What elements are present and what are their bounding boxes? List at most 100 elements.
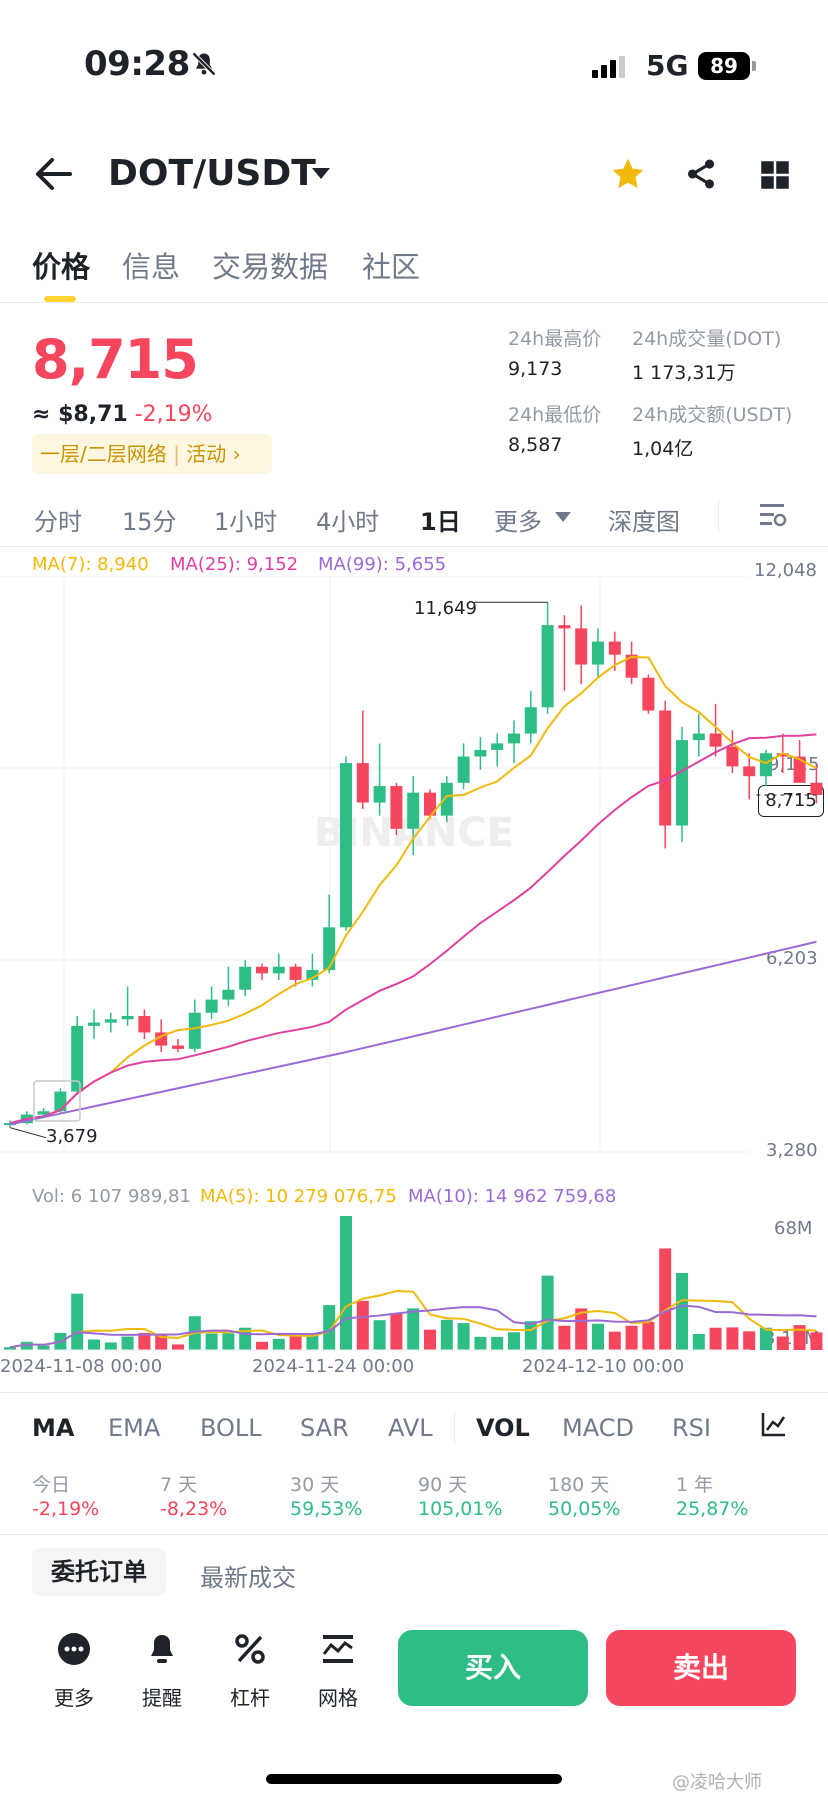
candle-body: [256, 966, 268, 974]
candle: [256, 963, 268, 980]
interval-15m[interactable]: 15分: [122, 508, 177, 536]
chart-markers: [9, 601, 817, 1139]
volume-ma10-line: [9, 1304, 817, 1349]
volume-bar: [172, 1344, 184, 1350]
interval-timeline[interactable]: 分时: [34, 508, 82, 536]
volume-bar: [256, 1341, 268, 1350]
candle: [407, 776, 420, 856]
depth-chart-tab[interactable]: 深度图: [608, 508, 680, 536]
perf-label-90d: 90 天: [418, 1474, 468, 1496]
grid-trading-button[interactable]: 网格: [298, 1620, 378, 1720]
candle-body: [541, 625, 554, 708]
volume-bar: [709, 1327, 722, 1350]
bell-muted-icon: [192, 52, 216, 76]
volume-bar: [373, 1320, 386, 1350]
indicator-rsi[interactable]: RSI: [672, 1414, 711, 1442]
bell-icon: [151, 1635, 173, 1663]
volume-bar: [743, 1331, 756, 1350]
interval-1h[interactable]: 1小时: [214, 508, 278, 536]
low-marker-line: [9, 1127, 47, 1139]
volume-ma10-legend: MA(10): 14 962 759,68: [408, 1186, 617, 1207]
indicator-ma[interactable]: MA: [32, 1414, 75, 1442]
category-tag[interactable]: 一层/二层网络 | 活动 ›: [32, 434, 272, 474]
volume-bar: [440, 1319, 453, 1350]
candle-body: [642, 677, 655, 711]
candle-body: [676, 740, 688, 826]
candle-body: [558, 625, 571, 629]
tab-trading-data[interactable]: 交易数据: [212, 250, 329, 284]
volume-bar: [608, 1331, 621, 1350]
indicator-ema[interactable]: EMA: [108, 1414, 161, 1442]
candle-body: [659, 710, 672, 826]
percent-icon: [235, 1634, 265, 1664]
sell-button[interactable]: 卖出: [606, 1630, 796, 1706]
indicator-sar[interactable]: SAR: [300, 1414, 349, 1442]
author-watermark: @凌哈大师: [672, 1772, 762, 1793]
more-button[interactable]: 更多: [34, 1620, 114, 1720]
volume-bar: [491, 1336, 504, 1350]
stat-low-label: 24h最低价: [508, 404, 602, 426]
interval-1d[interactable]: 1日: [420, 508, 461, 536]
indicator-avl[interactable]: AVL: [388, 1414, 433, 1442]
candle-body: [776, 753, 789, 757]
stat-high-label: 24h最高价: [508, 328, 602, 350]
candle-body: [726, 746, 739, 767]
cellular-signal-icon: [592, 56, 628, 78]
volume-bar: [323, 1305, 336, 1350]
volume-bar: [272, 1338, 285, 1350]
volume-bar: [776, 1336, 789, 1350]
caret-down-icon: [555, 512, 571, 522]
volume-bar: [642, 1321, 655, 1350]
candle-body: [424, 792, 436, 816]
divider: [718, 500, 719, 534]
share-icon[interactable]: [684, 156, 718, 192]
trading-pair-title[interactable]: DOT/USDT: [108, 153, 316, 194]
candlestick-chart[interactable]: BINANCE: [0, 576, 828, 1160]
indicator-vol[interactable]: VOL: [476, 1414, 530, 1442]
interval-4h[interactable]: 4小时: [316, 508, 380, 536]
candle: [709, 703, 722, 757]
candle-body: [709, 733, 722, 747]
perf-label-180d: 180 天: [548, 1474, 610, 1496]
tab-open-orders[interactable]: 委托订单: [32, 1548, 166, 1596]
tab-info[interactable]: 信息: [122, 250, 181, 284]
favorite-star-icon[interactable]: [610, 156, 646, 192]
candle-body: [138, 1016, 151, 1033]
chart-gridlines: [0, 576, 750, 1153]
indicator-boll[interactable]: BOLL: [200, 1414, 262, 1442]
tab-latest-trades[interactable]: 最新成交: [200, 1564, 296, 1592]
volume-bar: [222, 1333, 235, 1350]
candle-body: [272, 966, 285, 974]
more-label: 更多: [54, 1686, 94, 1710]
volume-bar: [575, 1308, 588, 1350]
tab-price[interactable]: 价格: [32, 250, 91, 284]
caret-down-icon[interactable]: [312, 168, 330, 179]
candle-body: [575, 628, 588, 665]
interval-more[interactable]: 更多: [494, 508, 542, 536]
alert-button[interactable]: 提醒: [122, 1620, 202, 1720]
indicator-macd[interactable]: MACD: [562, 1414, 634, 1442]
candle-body: [508, 733, 520, 744]
divider: [0, 302, 828, 303]
chart-settings-icon[interactable]: [758, 501, 788, 529]
price-axis-mid2: 6,203: [766, 948, 818, 969]
grid-menu-icon[interactable]: [760, 160, 790, 190]
volume-bar: [138, 1332, 151, 1350]
candle-body: [239, 966, 252, 990]
volume-bar: [340, 1216, 352, 1350]
candle: [575, 605, 588, 685]
candle: [356, 710, 369, 810]
candle: [104, 1012, 117, 1033]
margin-button[interactable]: 杠杆: [210, 1620, 290, 1720]
candle: [390, 782, 403, 836]
buy-button[interactable]: 买入: [398, 1630, 588, 1706]
candle-body: [188, 1012, 201, 1049]
grid-trading-icon: [322, 1635, 353, 1663]
tab-community[interactable]: 社区: [362, 250, 421, 284]
high-marker-label: 11,649: [414, 598, 477, 619]
volume-bar: [390, 1312, 403, 1350]
indicator-settings-icon[interactable]: [760, 1410, 788, 1438]
candle: [491, 733, 504, 767]
low-marker-label: 3,679: [46, 1126, 98, 1147]
back-arrow-icon[interactable]: [34, 156, 74, 192]
